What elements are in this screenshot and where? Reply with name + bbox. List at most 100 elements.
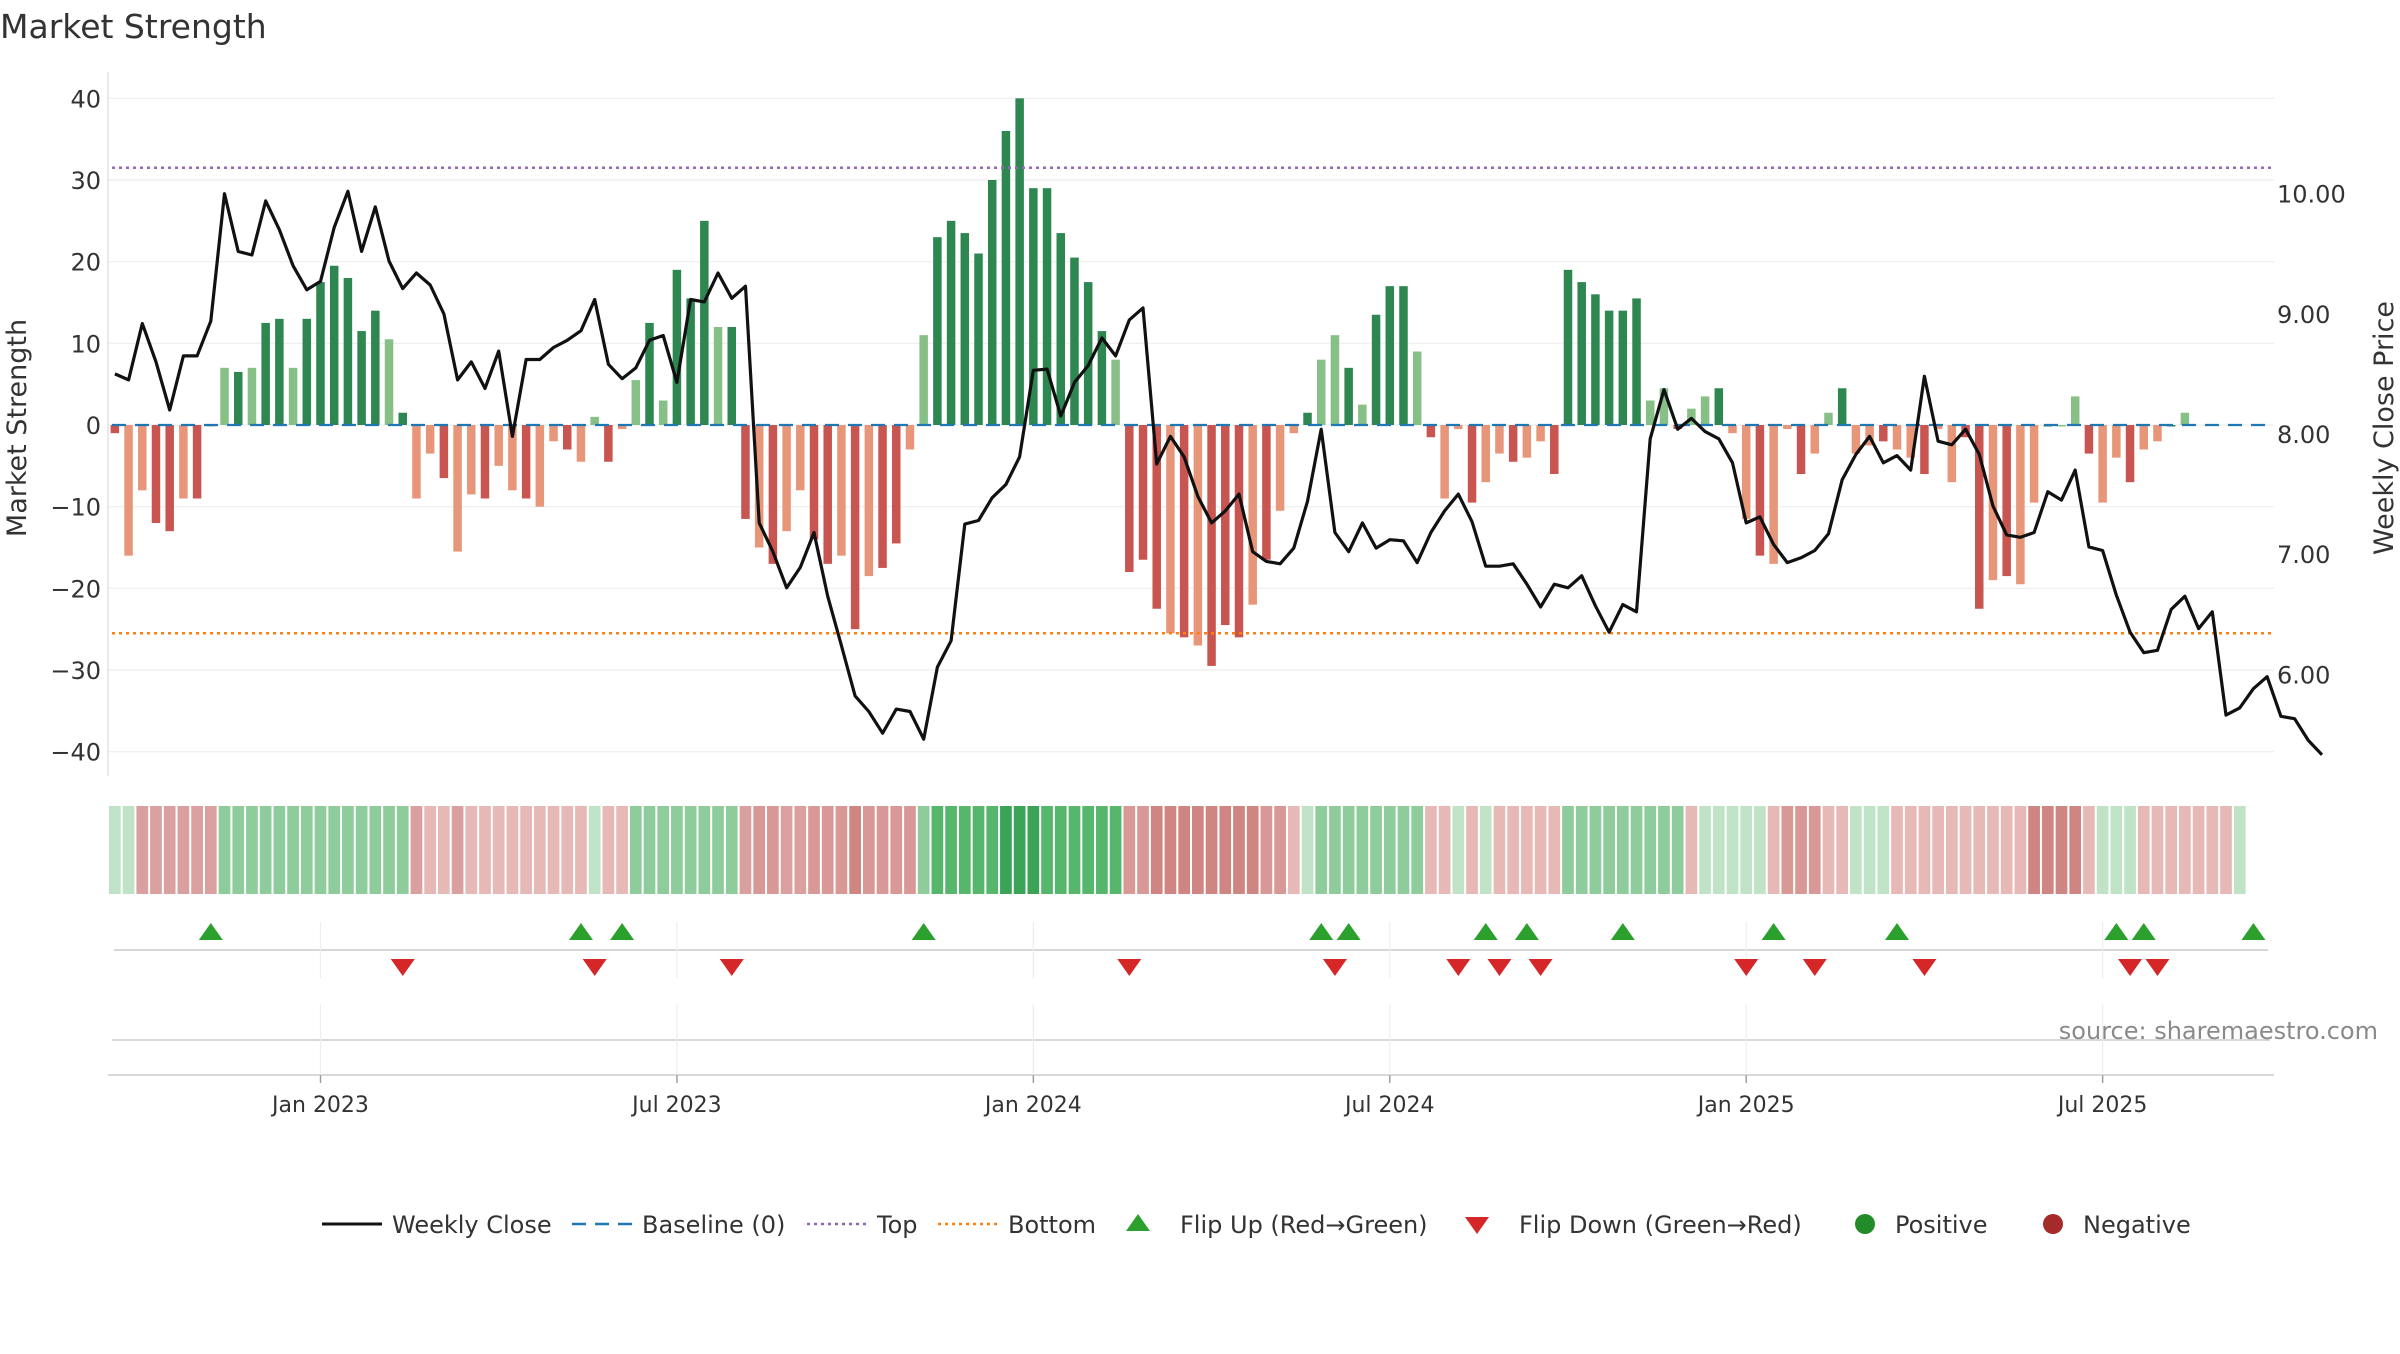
strength-bar (124, 425, 133, 556)
strength-bar (892, 425, 901, 544)
weekly-close-line (114, 189, 2324, 756)
strength-bar (453, 425, 462, 552)
strength-bar (316, 282, 325, 425)
strength-bar (480, 425, 490, 499)
strength-bar (590, 416, 599, 425)
strength-bar (165, 425, 174, 532)
strength-bar (1591, 294, 1600, 425)
strength-bar (2125, 425, 2135, 483)
strength-bar (192, 425, 202, 499)
x-tick-label: Jan 2023 (270, 1093, 369, 1118)
legend-swatch-dot (1855, 1214, 1875, 1234)
strength-bar (1550, 425, 1559, 474)
strength-bar (933, 237, 942, 425)
heat-cell (1658, 806, 1670, 894)
strength-bar (1645, 400, 1655, 425)
flip-up-marker (2131, 923, 2156, 940)
heat-cell (520, 806, 532, 894)
heat-cell (588, 806, 601, 894)
strength-bar (741, 425, 750, 519)
strength-bar (1920, 425, 1929, 474)
strength-bar (2180, 412, 2190, 425)
heat-cell (1575, 806, 1588, 894)
heat-cell (2233, 806, 2246, 894)
strength-bar (2098, 425, 2107, 503)
strength-bar (1412, 351, 1422, 425)
heat-cell (1822, 806, 1835, 894)
y-tick-label: 0 (86, 412, 101, 440)
heat-cell (424, 806, 437, 894)
strength-bar (1975, 425, 1984, 609)
heat-cell (1342, 806, 1355, 894)
strength-bar (1495, 425, 1504, 454)
strength-bar (247, 367, 257, 425)
heat-cell (712, 806, 724, 894)
heat-cell (1603, 806, 1615, 894)
strength-bar (562, 425, 572, 450)
strength-bar (1330, 335, 1340, 425)
strength-bar (1001, 131, 1011, 425)
strength-bars (110, 98, 2190, 666)
heat-cell (1973, 806, 1986, 894)
strength-bar (1536, 425, 1545, 442)
legend-item: Weekly Close (322, 1211, 552, 1239)
heat-cell (657, 806, 670, 894)
strength-bar (343, 278, 353, 425)
heat-cell (862, 806, 875, 894)
heat-cell (2028, 806, 2040, 894)
heat-cell (1987, 806, 1999, 894)
heat-cell (1671, 806, 1684, 894)
heat-cell (438, 806, 450, 894)
heat-cell (1836, 806, 1849, 894)
heat-cell (1274, 806, 1286, 894)
heat-cell (1150, 806, 1163, 894)
strength-bar (2029, 425, 2039, 503)
x-tick-label: Jan 2025 (1696, 1093, 1795, 1118)
strength-bar (974, 253, 983, 425)
y-tick-label: 20 (70, 249, 101, 277)
heat-cell (2165, 806, 2178, 894)
strength-bar (2057, 425, 2066, 427)
heat-cell (780, 806, 793, 894)
heat-cell (1068, 806, 1081, 894)
strength-bar (1796, 425, 1806, 474)
heat-cell (1754, 806, 1766, 894)
legend-item: Flip Down (Green→Red) (1465, 1211, 1802, 1239)
heat-cell (2014, 806, 2027, 894)
strength-bar (179, 425, 188, 499)
strength-bar (425, 425, 435, 454)
heat-cell (1548, 806, 1561, 894)
heat-cell (808, 806, 820, 894)
strength-bar (1221, 425, 1230, 626)
heat-cell (725, 806, 738, 894)
flip-up-marker (1885, 923, 1910, 940)
strength-bar (850, 425, 860, 630)
heat-cell (2206, 806, 2219, 894)
heat-cell (1301, 806, 1314, 894)
flip-down-marker (582, 959, 607, 976)
strength-bar (1111, 359, 1120, 425)
strength-bar (905, 425, 915, 450)
strength-bar (878, 425, 887, 568)
x-tick-label: Jul 2025 (2056, 1093, 2148, 1118)
heat-cell (218, 806, 231, 894)
strength-bar (1810, 425, 1820, 454)
strength-bar (1083, 282, 1093, 425)
strength-bar (521, 425, 531, 499)
strength-bar (796, 425, 805, 491)
heat-cell (2041, 806, 2054, 894)
strength-bar (2153, 425, 2162, 442)
y2-axis-label: Weekly Close Price (2369, 301, 2400, 555)
legend-item: Positive (1855, 1211, 1988, 1239)
strength-bar (1604, 310, 1614, 425)
heat-cell (1616, 806, 1629, 894)
strength-bar (919, 335, 928, 425)
heat-cell (2220, 806, 2232, 894)
heat-cell (479, 806, 491, 894)
heat-cell (1863, 806, 1876, 894)
source-text: source: sharemaestro.com (2059, 1017, 2378, 1045)
heat-cell (177, 806, 190, 894)
heat-cell (1644, 806, 1657, 894)
heat-cell (547, 806, 560, 894)
heat-cell (767, 806, 779, 894)
